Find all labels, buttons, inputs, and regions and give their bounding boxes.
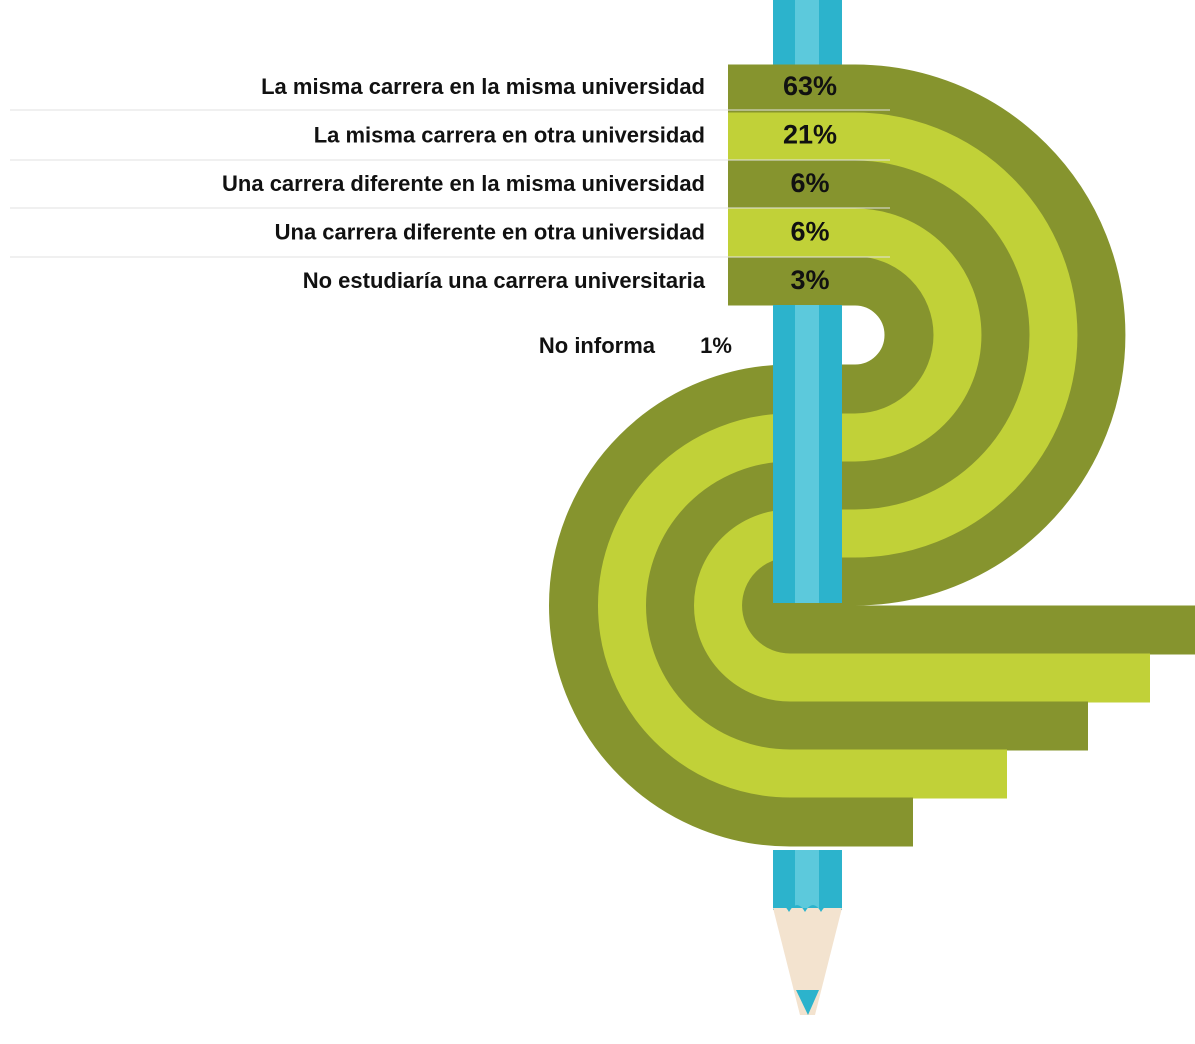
band <box>728 64 1195 655</box>
item-label: La misma carrera en otra universidad <box>314 122 705 147</box>
item-value: 3% <box>790 265 829 295</box>
other-value: 1% <box>700 333 732 358</box>
other-label: No informa <box>539 333 656 358</box>
spiral-bands <box>549 64 1195 847</box>
pencil-overlay <box>773 305 842 1015</box>
item-value: 21% <box>783 120 837 150</box>
band <box>693 112 1150 703</box>
item-label: No estudiaría una carrera universitaria <box>303 268 706 293</box>
item-value: 6% <box>790 168 829 198</box>
band <box>597 208 1007 799</box>
item-label: Una carrera diferente en la misma univer… <box>222 171 705 196</box>
item-value: 63% <box>783 71 837 101</box>
item-label: La misma carrera en la misma universidad <box>261 74 705 99</box>
item-label: Una carrera diferente en otra universida… <box>275 219 705 244</box>
labels: La misma carrera en la misma universidad… <box>222 71 837 295</box>
band <box>549 256 934 847</box>
separators <box>10 109 890 258</box>
band <box>645 160 1088 751</box>
item-value: 6% <box>790 217 829 247</box>
